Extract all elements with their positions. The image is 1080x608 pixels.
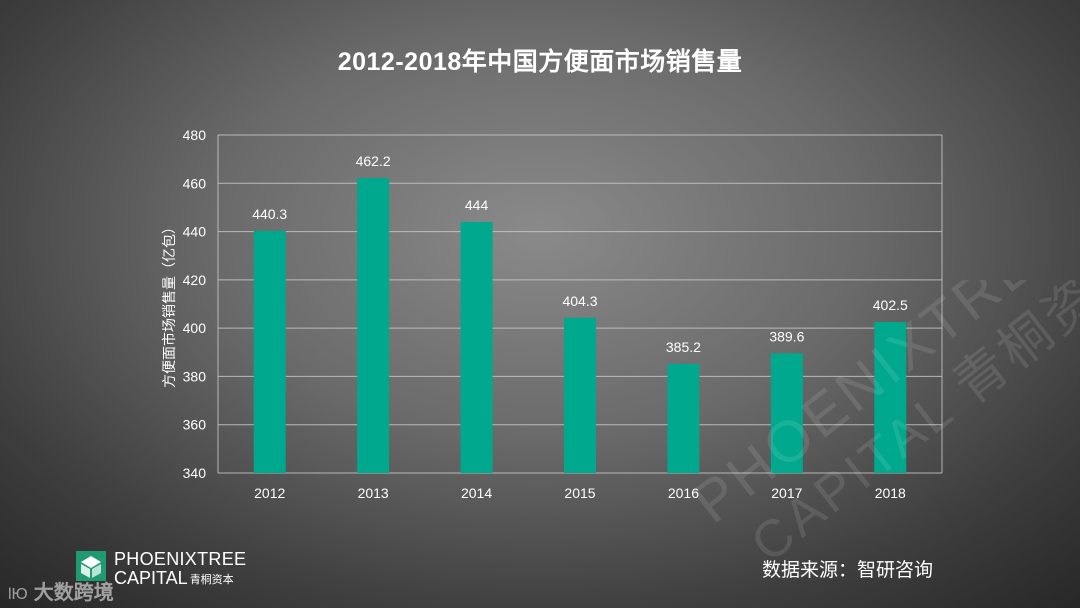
y-tick-label: 440 xyxy=(183,224,207,240)
phoenixtree-logo: PHOENIXTREE CAPITAL 青桐资本 xyxy=(76,549,296,589)
x-tick-label: 2013 xyxy=(358,485,389,501)
y-tick-label: 480 xyxy=(183,127,207,143)
bar-2014 xyxy=(460,221,493,473)
logo-sub-en: CAPITAL xyxy=(114,568,188,588)
data-label: 440.3 xyxy=(252,206,287,222)
y-axis-title: 方便面市场销售量（亿包） xyxy=(161,220,177,388)
y-tick-label: 360 xyxy=(183,417,207,433)
brand-text: 大数跨境 xyxy=(33,582,114,604)
logo-sub-cn: 青桐资本 xyxy=(189,574,234,587)
phoenixtree-logo-icon xyxy=(76,551,106,581)
x-tick-label: 2014 xyxy=(461,485,492,501)
bar-2018 xyxy=(874,322,907,473)
y-tick-label: 460 xyxy=(183,175,207,191)
source-note: 数据来源：智研咨询 xyxy=(762,560,934,581)
bar-2017 xyxy=(770,353,803,473)
bar-2013 xyxy=(357,177,390,473)
bar-2012 xyxy=(253,230,286,473)
x-tick-label: 2012 xyxy=(254,485,285,501)
brand-watermark: lЮ 大数跨境 xyxy=(8,576,114,605)
y-tick-label: 420 xyxy=(183,272,207,288)
bar-2015 xyxy=(564,317,596,473)
data-label: 404.3 xyxy=(562,293,597,309)
x-tick-label: 2015 xyxy=(564,485,595,501)
brand-icon: lЮ xyxy=(8,586,28,603)
data-label: 462.2 xyxy=(356,153,391,169)
logo-sub: CAPITAL 青桐资本 xyxy=(114,568,234,589)
y-tick-label: 380 xyxy=(183,368,207,384)
bar-2016 xyxy=(667,363,700,473)
x-tick-label: 2016 xyxy=(668,485,699,501)
logo-name: PHOENIXTREE xyxy=(114,549,247,569)
y-tick-label: 340 xyxy=(183,465,207,481)
x-tick-label: 2017 xyxy=(771,485,802,501)
x-tick-label: 2018 xyxy=(875,485,906,501)
data-label: 444 xyxy=(465,197,489,213)
data-label: 402.5 xyxy=(873,297,908,313)
data-label: 385.2 xyxy=(666,339,701,355)
y-tick-label: 400 xyxy=(183,320,207,336)
data-label: 389.6 xyxy=(769,328,804,344)
chart-title: 2012-2018年中国方便面市场销售量 xyxy=(337,48,743,76)
